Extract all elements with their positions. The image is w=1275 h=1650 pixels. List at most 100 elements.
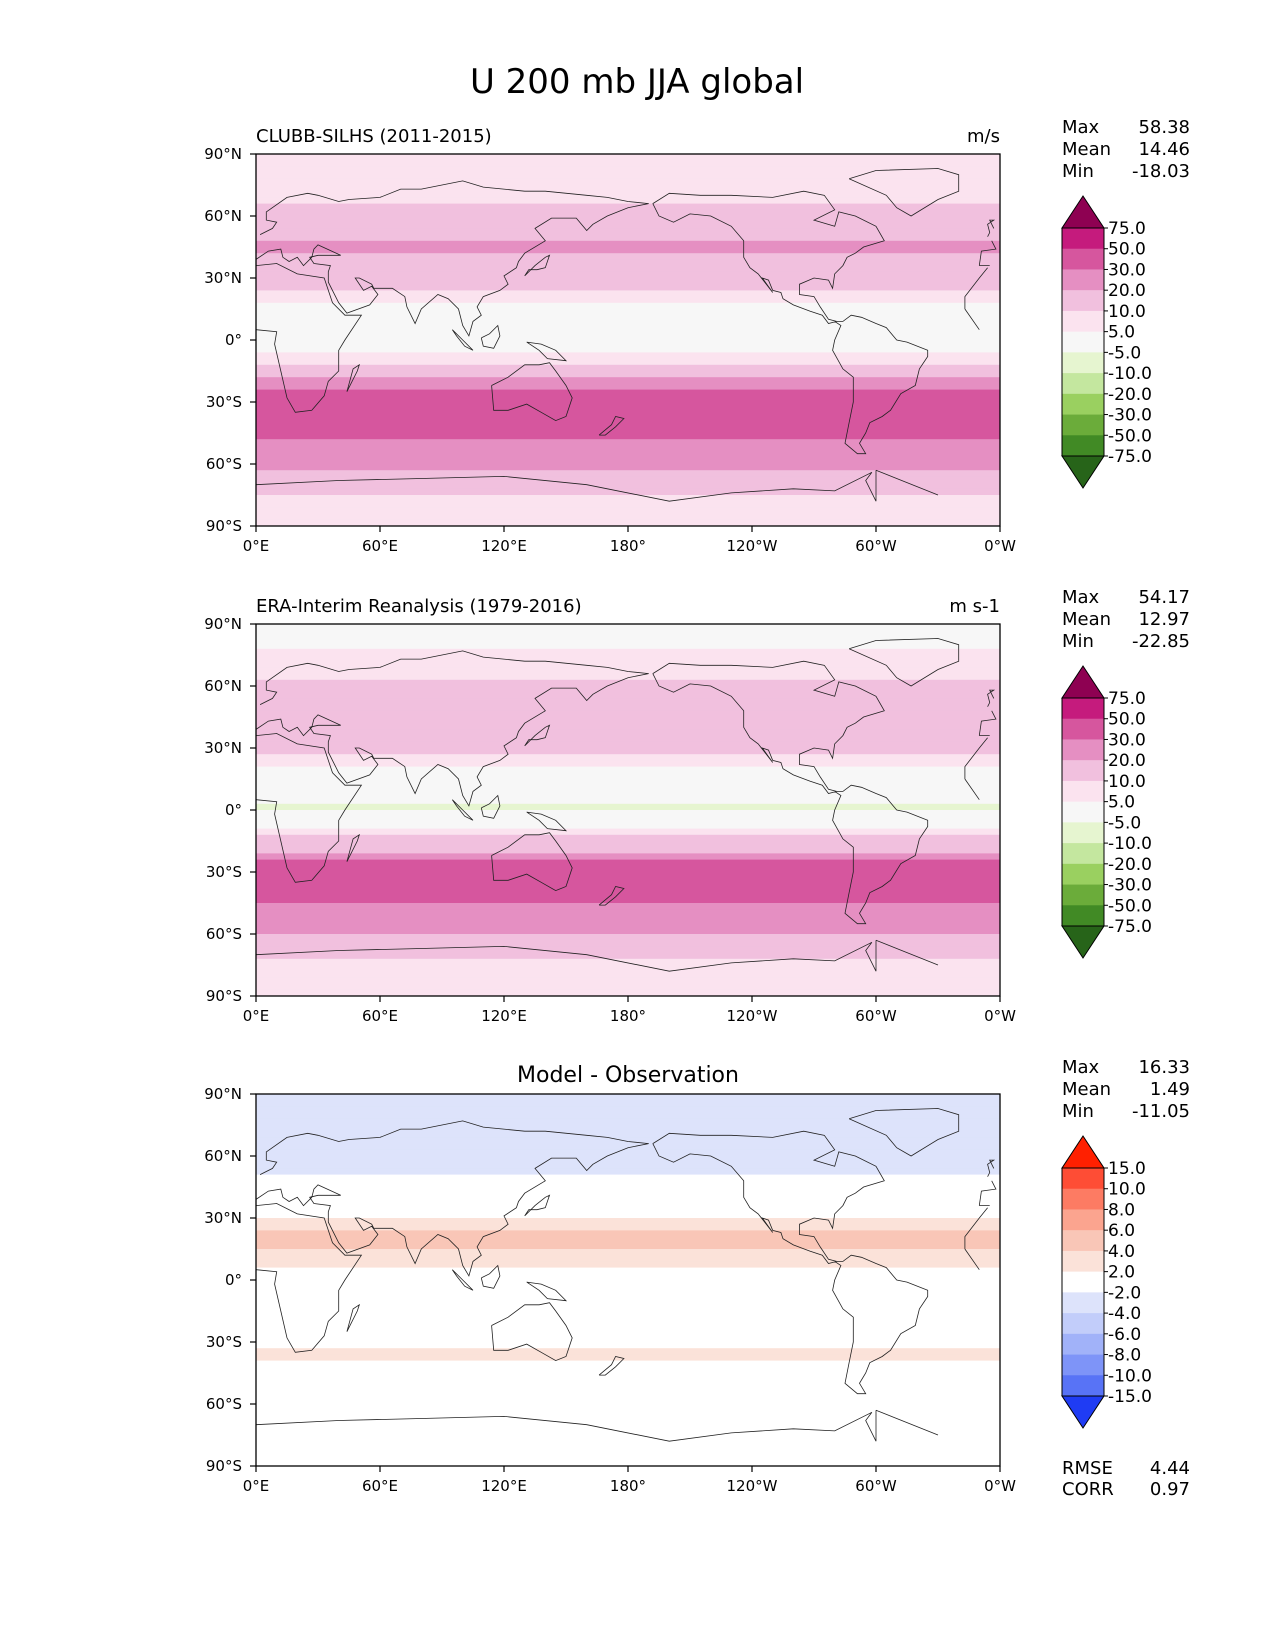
colorbar-label: 15.0 — [1108, 1159, 1146, 1179]
colorbar-extend-top — [1061, 1135, 1105, 1169]
figure-title: U 200 mb JJA global — [470, 62, 804, 102]
field-band — [256, 810, 1000, 817]
data-field — [256, 154, 1000, 526]
colorbar-bin — [1062, 352, 1104, 374]
field-band — [256, 847, 1000, 854]
colorbar-bin — [1062, 269, 1104, 291]
field-band — [256, 1156, 1000, 1163]
field-band — [256, 729, 1000, 737]
y-tick-label: 60°N — [204, 677, 242, 695]
stat-label: Max — [1062, 1057, 1100, 1078]
x-tick-label: 60°E — [362, 1477, 398, 1495]
field-band — [256, 495, 1000, 502]
field-band — [256, 1292, 1000, 1300]
field-band — [256, 1348, 1000, 1355]
field-band — [256, 1118, 1000, 1126]
colorbar: 15.010.08.06.04.02.0-2.0-4.0-6.0-8.0-10.… — [1061, 1135, 1152, 1429]
colorbar-label: -30.0 — [1108, 876, 1152, 896]
field-band — [256, 834, 1000, 842]
colorbar-label: 10.0 — [1108, 302, 1146, 322]
field-band — [256, 952, 1000, 960]
colorbar-bin — [1062, 373, 1104, 395]
colorbar-bin — [1062, 884, 1104, 906]
field-band — [256, 445, 1000, 453]
field-band — [256, 358, 1000, 366]
field-band — [256, 259, 1000, 267]
field-band — [256, 247, 1000, 254]
stat-value: 58.38 — [1138, 117, 1190, 138]
extra-stat-value: 4.44 — [1150, 1458, 1190, 1479]
field-band — [256, 470, 1000, 477]
field-band — [256, 1267, 1000, 1275]
x-tick-label: 0°W — [984, 1007, 1016, 1025]
field-band — [256, 371, 1000, 378]
colorbar-label: 20.0 — [1108, 281, 1146, 301]
field-band — [256, 1131, 1000, 1138]
field-band — [256, 402, 1000, 409]
stat-value: -22.85 — [1132, 631, 1190, 652]
field-band — [256, 872, 1000, 879]
field-band — [256, 710, 1000, 718]
field-band — [256, 624, 1000, 631]
field-band — [256, 797, 1000, 805]
field-band — [256, 519, 1000, 526]
colorbar-extend-bottom — [1061, 925, 1105, 959]
colorbar-bin — [1062, 1313, 1104, 1335]
field-band — [256, 389, 1000, 397]
x-tick-label: 120°W — [727, 1007, 778, 1025]
field-band — [256, 642, 1000, 650]
field-band — [256, 265, 1000, 273]
x-tick-label: 120°E — [481, 1477, 527, 1495]
field-band — [256, 971, 1000, 978]
colorbar-bin — [1062, 863, 1104, 885]
coastlines — [256, 168, 997, 502]
x-tick-label: 180° — [610, 1007, 646, 1025]
field-band — [256, 1317, 1000, 1324]
field-band — [256, 717, 1000, 724]
colorbar-bin — [1062, 228, 1104, 250]
colorbar-extend-top — [1061, 195, 1105, 229]
colorbar: 75.050.030.020.010.05.0-5.0-10.0-20.0-30… — [1061, 195, 1152, 489]
field-band — [256, 940, 1000, 947]
field-band — [256, 1230, 1000, 1238]
field-band — [256, 760, 1000, 768]
data-field — [256, 1094, 1000, 1466]
colorbar-label: -10.0 — [1108, 1366, 1152, 1386]
field-band — [256, 346, 1000, 353]
field-band — [256, 754, 1000, 761]
field-band — [256, 878, 1000, 885]
panel-title: ERA-Interim Reanalysis (1979-2016) — [256, 596, 582, 617]
colorbar-bin — [1062, 801, 1104, 823]
field-band — [256, 1273, 1000, 1281]
colorbar-label: -10.0 — [1108, 834, 1152, 854]
field-band — [256, 958, 1000, 966]
field-band — [256, 278, 1000, 285]
colorbar-bin — [1062, 698, 1104, 720]
colorbar-bin — [1062, 290, 1104, 312]
field-band — [256, 636, 1000, 644]
colorbar-bin — [1062, 414, 1104, 436]
field-band — [256, 1143, 1000, 1151]
field-band — [256, 507, 1000, 515]
panel-units: m/s — [967, 126, 1000, 147]
extra-stat-value: 0.97 — [1150, 1479, 1190, 1500]
colorbar-label: 30.0 — [1108, 730, 1146, 750]
colorbar-extend-bottom — [1061, 1395, 1105, 1429]
field-band — [256, 191, 1000, 198]
field-band — [256, 426, 1000, 434]
y-tick-label: 30°S — [206, 863, 242, 881]
field-band — [256, 741, 1000, 749]
field-band — [256, 816, 1000, 823]
colorbar-label: 30.0 — [1108, 260, 1146, 280]
x-tick-label: 0°E — [243, 537, 270, 555]
field-band — [256, 1304, 1000, 1312]
y-tick-label: 90°S — [206, 987, 242, 1005]
x-tick-label: 0°W — [984, 537, 1016, 555]
field-band — [256, 1428, 1000, 1436]
colorbar-label: -5.0 — [1108, 343, 1141, 363]
extra-stat-label: RMSE — [1062, 1458, 1113, 1479]
field-band — [256, 1094, 1000, 1101]
y-tick-label: 90°S — [206, 517, 242, 535]
field-band — [256, 630, 1000, 637]
y-tick-label: 60°S — [206, 1395, 242, 1413]
